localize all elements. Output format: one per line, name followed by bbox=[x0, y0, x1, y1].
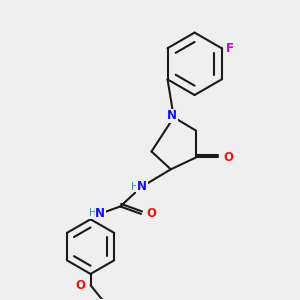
Text: O: O bbox=[224, 151, 234, 164]
Text: N: N bbox=[167, 109, 177, 122]
Text: N: N bbox=[95, 207, 105, 220]
Text: H: H bbox=[131, 182, 138, 192]
Text: O: O bbox=[75, 279, 85, 292]
Text: O: O bbox=[146, 207, 156, 220]
Text: N: N bbox=[137, 180, 147, 193]
Text: F: F bbox=[226, 42, 234, 55]
Text: H: H bbox=[89, 208, 97, 218]
